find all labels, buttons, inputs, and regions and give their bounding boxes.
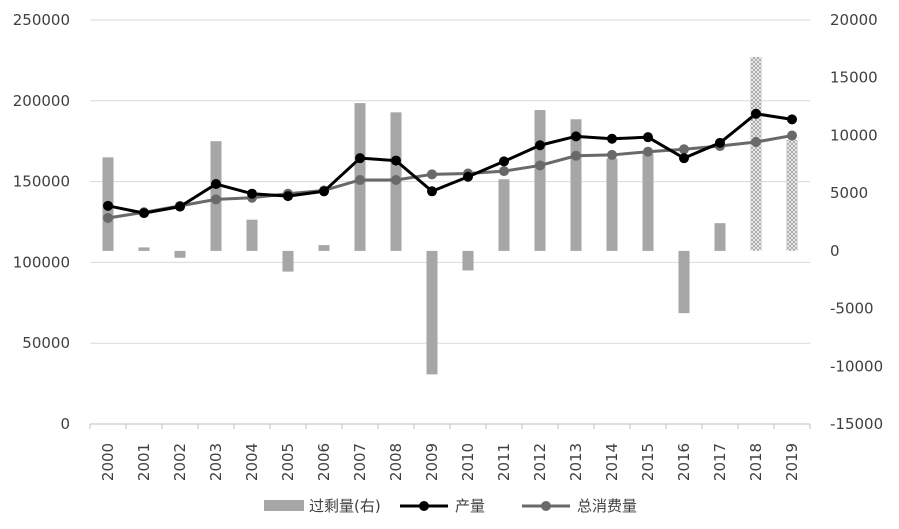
marker-production: [247, 188, 257, 199]
marker-production: [283, 191, 293, 202]
gridlines: [90, 19, 810, 344]
x-tick-label: 2001: [135, 443, 153, 481]
y-right-tick-label: 20000: [830, 11, 878, 29]
marker-production: [391, 155, 401, 166]
x-tick-label: 2018: [747, 443, 765, 481]
marker-consumption: [103, 212, 113, 223]
marker-production: [535, 140, 545, 151]
bar-surplus: [174, 250, 186, 258]
y-left-tick-label: 0: [60, 415, 70, 433]
legend-marker-consumption: [541, 501, 551, 511]
y-left-tick-label: 200000: [13, 92, 70, 110]
marker-production: [103, 200, 113, 211]
legend-label-surplus: 过剩量(右): [309, 497, 381, 515]
legend: 过剩量(右) 产量 总消费量: [264, 497, 637, 515]
bar-surplus: [606, 158, 618, 251]
marker-production: [571, 131, 581, 142]
marker-consumption: [535, 160, 545, 171]
marker-production: [499, 156, 509, 167]
marker-consumption: [787, 130, 797, 141]
bar-surplus: [678, 250, 690, 314]
line-production: [107, 112, 793, 215]
x-tick-label: 2006: [315, 443, 333, 481]
marker-consumption: [571, 150, 581, 161]
x-tick-label: 2004: [243, 443, 261, 481]
x-tick-label: 2009: [423, 443, 441, 481]
bar-surplus: [462, 250, 474, 271]
marker-consumption: [679, 144, 689, 155]
marker-consumption: [643, 146, 653, 157]
bar-surplus: [246, 219, 258, 251]
marker-production: [607, 133, 617, 144]
x-tick-label: 2002: [171, 443, 189, 481]
marker-production: [643, 132, 653, 143]
x-tick-label: 2014: [603, 443, 621, 481]
marker-production: [751, 108, 761, 119]
line-consumption: [107, 134, 793, 220]
bar-surplus: [498, 179, 510, 251]
bar-surplus: [426, 250, 438, 375]
marker-production: [139, 208, 149, 219]
y-right-tick-label: 10000: [830, 126, 878, 144]
x-tick-label: 2005: [279, 443, 297, 481]
x-tick-label: 2016: [675, 443, 693, 481]
y-left-tick-label: 250000: [13, 11, 70, 29]
x-tick-label: 2017: [711, 443, 729, 481]
y-right-tick-label: 0: [830, 242, 840, 260]
legend-marker-production: [419, 501, 429, 511]
x-tick-label: 2019: [783, 443, 801, 481]
x-tick-label: 2013: [567, 443, 585, 481]
marker-production: [355, 153, 365, 164]
bar-surplus: [318, 245, 330, 251]
x-tick-label: 2007: [351, 443, 369, 481]
marker-production: [715, 137, 725, 148]
marker-production: [679, 153, 689, 164]
marker-production: [787, 114, 797, 125]
marker-production: [463, 171, 473, 182]
axes: 050000100000150000200000250000-15000-100…: [13, 11, 883, 481]
x-tick-label: 2000: [99, 443, 117, 481]
legend-label-production: 产量: [455, 497, 485, 515]
y-left-tick-label: 100000: [13, 253, 70, 271]
x-tick-label: 2012: [531, 443, 549, 481]
y-right-tick-label: 5000: [830, 184, 868, 202]
marker-production: [319, 186, 329, 197]
bar-series: [102, 56, 798, 375]
marker-consumption: [391, 174, 401, 185]
bar-surplus: [642, 153, 654, 251]
y-right-tick-label: -5000: [830, 300, 874, 318]
x-tick-label: 2003: [207, 443, 225, 481]
marker-consumption: [211, 194, 221, 205]
marker-production: [427, 186, 437, 197]
bar-surplus: [570, 119, 582, 251]
x-tick-label: 2011: [495, 443, 513, 481]
x-tick-label: 2010: [459, 443, 477, 481]
x-tick-label: 2008: [387, 443, 405, 481]
marker-production: [211, 179, 221, 190]
x-tick-label: 2015: [639, 443, 657, 481]
marker-production: [175, 201, 185, 212]
marker-consumption: [499, 166, 509, 177]
y-left-tick-label: 150000: [13, 173, 70, 191]
bar-surplus: [786, 140, 798, 251]
bar-surplus: [138, 247, 150, 251]
bar-surplus: [750, 56, 762, 251]
bar-surplus: [714, 223, 726, 251]
y-left-tick-label: 50000: [22, 334, 70, 352]
y-right-tick-label: -15000: [830, 415, 883, 433]
marker-consumption: [355, 174, 365, 185]
bar-surplus: [534, 110, 546, 251]
marker-consumption: [607, 149, 617, 160]
marker-consumption: [751, 137, 761, 148]
line-series: [103, 108, 797, 223]
legend-label-consumption: 总消费量: [577, 497, 637, 515]
y-right-tick-label: -10000: [830, 357, 883, 375]
bar-surplus: [282, 250, 294, 272]
marker-consumption: [427, 169, 437, 180]
legend-swatch-surplus: [264, 500, 304, 511]
y-right-tick-label: 15000: [830, 69, 878, 87]
